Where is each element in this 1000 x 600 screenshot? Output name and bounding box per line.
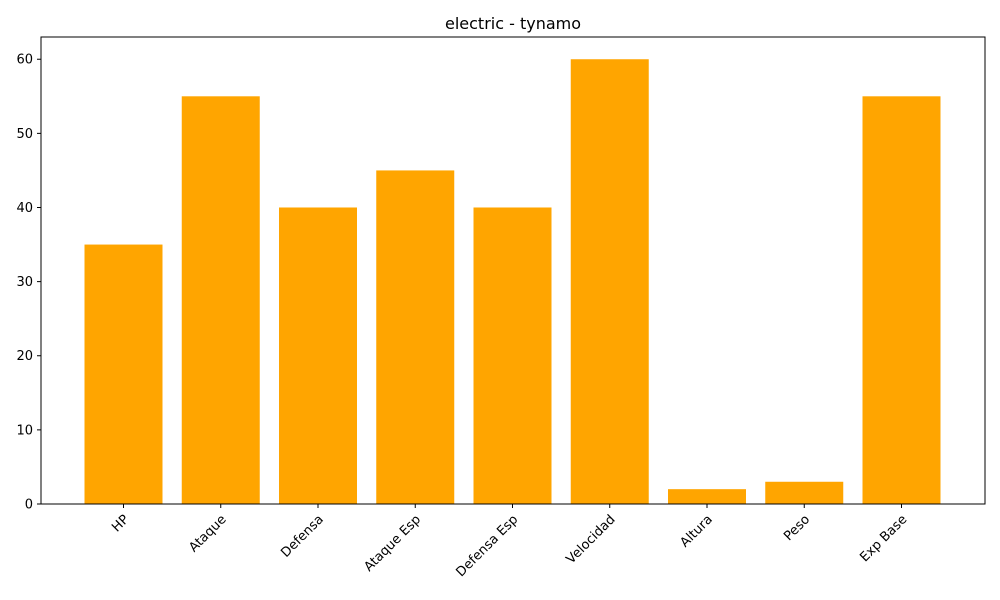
- bar-exp-base: [862, 96, 941, 505]
- y-tick-label: 60: [16, 53, 33, 68]
- bar-peso: [765, 481, 844, 504]
- y-tick-label: 0: [25, 498, 33, 513]
- y-tick-label: 40: [16, 201, 33, 216]
- y-tick-label: 20: [16, 349, 33, 364]
- x-tick-label: Ataque: [186, 512, 229, 555]
- x-tick-label: Exp Base: [857, 512, 910, 565]
- y-tick-label: 50: [16, 127, 33, 142]
- x-tick-label: Velocidad: [564, 512, 619, 567]
- bar-defensa-esp: [473, 207, 552, 505]
- x-axis: HP Ataque Defensa Ataque Esp Defensa Esp Velo…: [109, 504, 910, 580]
- y-axis: 0 10 20 30 40 50 60: [16, 53, 41, 513]
- bar-defensa: [279, 207, 357, 505]
- bar-ataque: [181, 96, 260, 505]
- bars-group: [84, 59, 941, 505]
- x-tick-label: Altura: [678, 512, 716, 550]
- x-tick-label: Ataque Esp: [361, 512, 424, 575]
- x-tick-label: Peso: [781, 512, 813, 544]
- bar-ataque-esp: [376, 170, 455, 504]
- x-tick-label: Defensa Esp: [453, 512, 521, 580]
- bar-velocidad: [570, 59, 649, 505]
- chart-title: electric - tynamo: [445, 14, 581, 33]
- y-tick-label: 10: [16, 423, 33, 438]
- plot-frame: [40, 36, 986, 505]
- x-tick-label: HP: [109, 512, 132, 535]
- bar-altura: [668, 489, 746, 504]
- bar-hp: [84, 244, 163, 504]
- y-tick-label: 30: [16, 275, 33, 290]
- x-tick-label: Defensa: [278, 512, 326, 560]
